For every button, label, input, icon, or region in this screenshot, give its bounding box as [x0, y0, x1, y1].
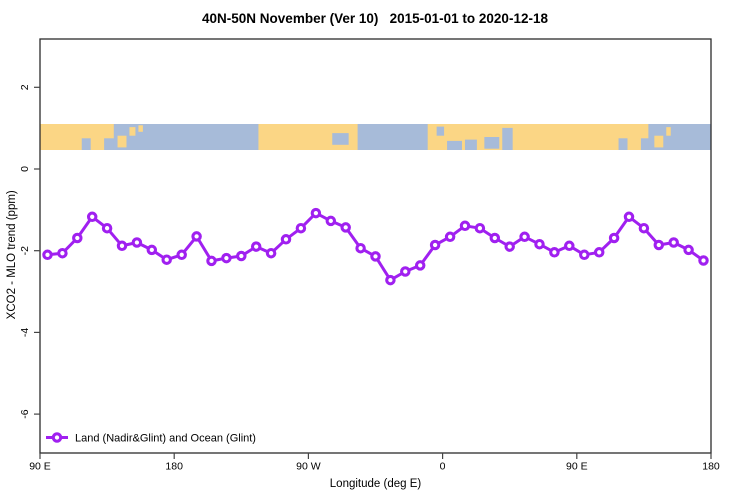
data-point-marker	[459, 220, 471, 232]
data-point-marker	[265, 247, 277, 259]
y-tick-label: -4	[19, 328, 31, 337]
map-strip-ocean-patch	[113, 124, 259, 150]
data-point-marker	[57, 247, 68, 259]
x-tick-label: 90 W	[296, 461, 321, 473]
data-point-marker	[116, 240, 128, 252]
legend-marker-circle	[51, 432, 63, 443]
data-point-marker	[429, 239, 441, 251]
data-point-marker	[161, 254, 172, 265]
data-point-marker	[519, 231, 530, 243]
y-tick-label: 2	[19, 84, 31, 90]
data-point-marker	[176, 249, 187, 261]
map-strip-island-patch	[654, 135, 664, 148]
x-tick-label: 180	[165, 461, 183, 473]
data-point-marker	[340, 222, 351, 233]
map-strip-ocean-patch	[618, 138, 628, 150]
map-strip-ocean-patch	[436, 126, 445, 136]
map-strip-ocean-patch	[81, 138, 91, 150]
y-tick-label: -6	[19, 409, 31, 418]
map-strip-ocean-patch	[502, 127, 513, 150]
data-point-marker	[206, 255, 217, 267]
y-axis-label: XCO2 - MLO trend (ppm)	[6, 190, 18, 319]
data-point-marker	[131, 237, 143, 248]
y-axis: 2 0 -2 -4 -6	[19, 84, 40, 419]
data-point-marker	[385, 274, 396, 286]
series-line	[46, 211, 705, 282]
chart-title: 40N-50N November (Ver 10) 2015-01-01 to …	[202, 11, 548, 26]
data-point-marker	[101, 222, 113, 234]
data-point-marker	[250, 241, 262, 252]
map-strip-ocean-patch	[484, 137, 500, 149]
x-tick-label: 180	[702, 461, 720, 473]
data-point-marker	[236, 250, 247, 262]
data-point-marker	[653, 239, 665, 251]
data-point-marker	[564, 240, 575, 252]
data-point-marker	[593, 247, 605, 258]
data-point-marker	[623, 211, 635, 223]
data-point-marker	[444, 231, 456, 243]
map-strip-island-patch	[129, 127, 136, 136]
map-strip-ocean-patch	[640, 138, 650, 150]
map-strip-ocean-patch	[332, 133, 349, 145]
x-tick-label: 90 E	[566, 461, 588, 473]
data-point-marker	[608, 232, 620, 244]
map-strip-ocean-patch	[464, 139, 477, 150]
data-point-marker	[638, 222, 650, 234]
data-point-marker	[534, 238, 545, 250]
data-point-marker	[42, 249, 53, 261]
x-axis-label: Longitude (deg E)	[330, 478, 422, 490]
data-point-marker	[400, 266, 411, 277]
data-point-marker	[355, 242, 366, 254]
data-point-marker	[549, 247, 560, 258]
y-tick-label: -2	[19, 246, 31, 255]
map-strip	[40, 124, 711, 150]
x-axis: 90 E 180 90 W 0 90 E 180	[29, 453, 720, 473]
map-strip-island-patch	[138, 125, 143, 132]
data-point-marker	[668, 237, 679, 248]
data-point-marker	[474, 222, 486, 234]
data-point-marker	[310, 207, 322, 219]
data-point-marker	[683, 244, 694, 256]
x-tick-label: 0	[440, 461, 446, 473]
data-point-marker	[325, 215, 337, 227]
data-point-marker	[146, 244, 158, 256]
x-tick-label: 90 E	[29, 461, 51, 473]
data-point-marker	[489, 232, 501, 244]
data-point-marker	[370, 251, 381, 262]
legend-label: Land (Nadir&Glint) and Ocean (Glint)	[75, 433, 256, 445]
map-strip-ocean-patch	[447, 140, 462, 150]
map-strip-island-patch	[666, 127, 671, 136]
data-point-marker	[698, 255, 709, 266]
data-point-marker	[86, 211, 98, 223]
y-tick-label: 0	[19, 166, 31, 172]
data-point-marker	[414, 260, 426, 271]
data-point-marker	[191, 231, 202, 242]
data-point-marker	[221, 252, 232, 264]
data-point-marker	[295, 222, 307, 234]
data-point-marker	[504, 241, 515, 252]
data-point-marker	[579, 249, 590, 261]
data-point-marker	[280, 234, 292, 245]
map-strip-ocean-patch	[104, 138, 115, 150]
data-series	[42, 207, 709, 286]
map-strip-ocean-patch	[357, 124, 428, 150]
legend: Land (Nadir&Glint) and Ocean (Glint)	[46, 432, 256, 445]
data-point-marker	[72, 232, 83, 244]
map-strip-island-patch	[117, 135, 127, 148]
plot-frame	[39, 38, 712, 454]
